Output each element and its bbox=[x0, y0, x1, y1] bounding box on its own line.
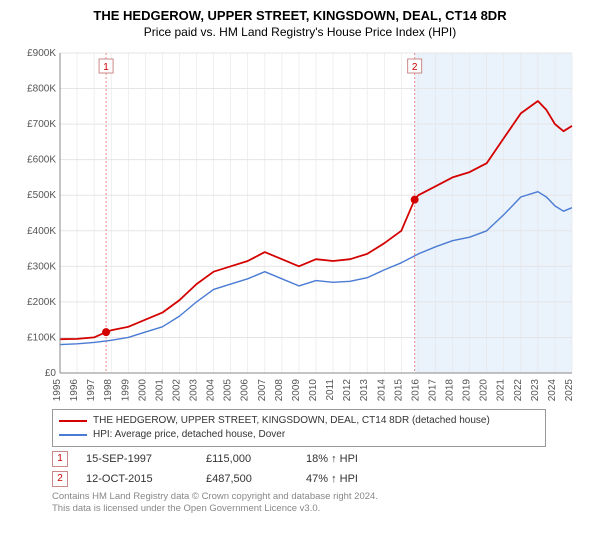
legend-swatch bbox=[59, 420, 87, 422]
svg-text:2019: 2019 bbox=[462, 378, 473, 401]
svg-text:2017: 2017 bbox=[427, 378, 438, 401]
svg-text:2020: 2020 bbox=[479, 378, 490, 401]
marker-pct: 18% ↑ HPI bbox=[306, 453, 426, 465]
marker-row: 2 12-OCT-2015£487,50047% ↑ HPI bbox=[52, 471, 588, 487]
svg-text:2005: 2005 bbox=[223, 378, 234, 401]
legend-label: HPI: Average price, detached house, Dove… bbox=[93, 428, 285, 442]
marker-price: £487,500 bbox=[206, 473, 306, 485]
svg-text:2: 2 bbox=[412, 62, 418, 73]
marker-date: 12-OCT-2015 bbox=[86, 473, 206, 485]
legend: THE HEDGEROW, UPPER STREET, KINGSDOWN, D… bbox=[52, 409, 546, 447]
marker-price: £115,000 bbox=[206, 453, 306, 465]
legend-item: HPI: Average price, detached house, Dove… bbox=[59, 428, 539, 442]
svg-text:£900K: £900K bbox=[27, 48, 56, 59]
footnote-line: This data is licensed under the Open Gov… bbox=[52, 503, 588, 515]
svg-text:£100K: £100K bbox=[27, 332, 56, 343]
svg-text:£300K: £300K bbox=[27, 261, 56, 272]
marker-table: 1 15-SEP-1997£115,00018% ↑ HPI 2 12-OCT-201… bbox=[52, 451, 588, 487]
svg-text:2001: 2001 bbox=[154, 378, 165, 401]
svg-text:2014: 2014 bbox=[376, 378, 387, 401]
svg-text:1996: 1996 bbox=[69, 378, 80, 401]
svg-text:2024: 2024 bbox=[547, 378, 558, 401]
svg-text:2015: 2015 bbox=[393, 378, 404, 401]
marker-pct: 47% ↑ HPI bbox=[306, 473, 426, 485]
legend-swatch bbox=[59, 434, 87, 436]
chart-container: THE HEDGEROW, UPPER STREET, KINGSDOWN, D… bbox=[0, 0, 600, 560]
legend-item: THE HEDGEROW, UPPER STREET, KINGSDOWN, D… bbox=[59, 414, 539, 428]
svg-text:2010: 2010 bbox=[308, 378, 319, 401]
svg-text:2012: 2012 bbox=[342, 378, 353, 401]
svg-text:2004: 2004 bbox=[206, 378, 217, 401]
svg-text:2002: 2002 bbox=[171, 378, 182, 401]
svg-text:1999: 1999 bbox=[120, 378, 131, 401]
svg-text:2016: 2016 bbox=[410, 378, 421, 401]
chart-subtitle: Price paid vs. HM Land Registry's House … bbox=[12, 25, 588, 39]
legend-label: THE HEDGEROW, UPPER STREET, KINGSDOWN, D… bbox=[93, 414, 490, 428]
svg-text:2009: 2009 bbox=[291, 378, 302, 401]
svg-text:£500K: £500K bbox=[27, 190, 56, 201]
svg-text:£800K: £800K bbox=[27, 83, 56, 94]
footnote-line: Contains HM Land Registry data © Crown c… bbox=[52, 491, 588, 503]
footnote: Contains HM Land Registry data © Crown c… bbox=[52, 491, 588, 516]
svg-text:2013: 2013 bbox=[359, 378, 370, 401]
svg-text:1997: 1997 bbox=[86, 378, 97, 401]
marker-badge: 1 bbox=[52, 451, 68, 467]
svg-text:1995: 1995 bbox=[52, 378, 63, 401]
svg-text:2021: 2021 bbox=[496, 378, 507, 401]
svg-text:2022: 2022 bbox=[513, 378, 524, 401]
svg-text:2008: 2008 bbox=[274, 378, 285, 401]
svg-text:1998: 1998 bbox=[103, 378, 114, 401]
svg-text:£0: £0 bbox=[45, 368, 57, 379]
svg-text:£400K: £400K bbox=[27, 226, 56, 237]
marker-date: 15-SEP-1997 bbox=[86, 453, 206, 465]
marker-badge: 2 bbox=[52, 471, 68, 487]
svg-text:£200K: £200K bbox=[27, 297, 56, 308]
svg-text:2007: 2007 bbox=[257, 378, 268, 401]
svg-text:2003: 2003 bbox=[189, 378, 200, 401]
marker-row: 1 15-SEP-1997£115,00018% ↑ HPI bbox=[52, 451, 588, 467]
svg-text:1: 1 bbox=[103, 62, 109, 73]
svg-text:£700K: £700K bbox=[27, 119, 56, 130]
svg-text:2025: 2025 bbox=[564, 378, 575, 401]
chart-title: THE HEDGEROW, UPPER STREET, KINGSDOWN, D… bbox=[12, 8, 588, 25]
svg-text:2011: 2011 bbox=[325, 378, 336, 400]
chart-plot: 1 2 £0 £100K £200K £300K £400K £500K £600K £700K £… bbox=[12, 45, 588, 405]
svg-text:2006: 2006 bbox=[240, 378, 251, 401]
svg-text:2023: 2023 bbox=[530, 378, 541, 401]
svg-text:£600K: £600K bbox=[27, 155, 56, 166]
svg-text:2018: 2018 bbox=[445, 378, 456, 401]
svg-text:2000: 2000 bbox=[137, 378, 148, 401]
